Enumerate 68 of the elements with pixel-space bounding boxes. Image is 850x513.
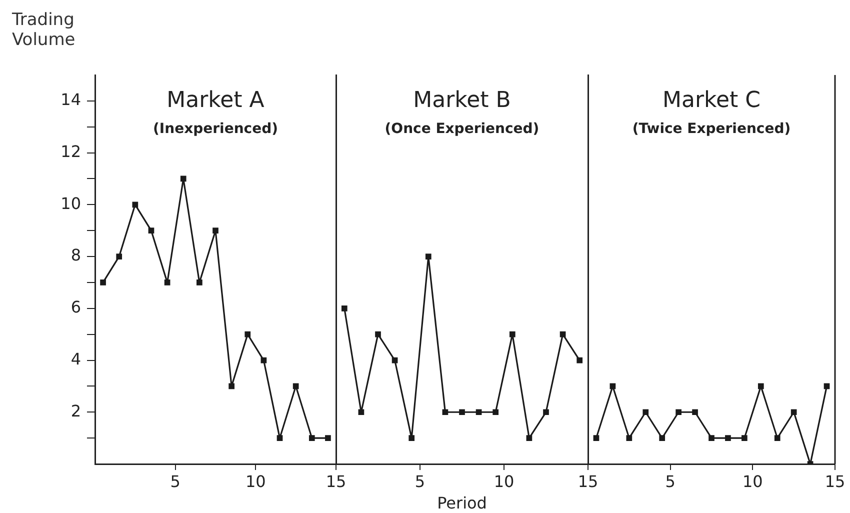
point (509, 331, 516, 338)
x-tick-label: 5 (414, 472, 426, 491)
text: (Twice Experienced) (632, 121, 791, 137)
point (476, 409, 482, 416)
x-tick-label: 15 (824, 472, 846, 491)
point (742, 435, 748, 441)
text: Market C (662, 88, 760, 113)
point (408, 435, 415, 441)
x-tick-label: 10 (494, 472, 514, 491)
point (790, 409, 797, 416)
point (708, 435, 714, 441)
point (196, 280, 202, 286)
point (180, 176, 186, 182)
point (492, 409, 499, 416)
point (725, 435, 731, 441)
point (164, 280, 170, 286)
point (358, 409, 364, 416)
point (116, 254, 122, 260)
point (341, 305, 348, 312)
text: Market A (166, 88, 264, 113)
y-tick-label: 6 (70, 298, 81, 317)
text: (Inexperienced) (153, 121, 278, 137)
point (610, 383, 616, 390)
point (442, 409, 448, 416)
point (308, 435, 315, 441)
point (276, 435, 283, 441)
point (543, 409, 549, 416)
text: Market B (413, 88, 511, 113)
point (774, 435, 780, 441)
point (593, 435, 600, 441)
x-tick-label: 10 (245, 472, 266, 491)
y-tick-label: 4 (70, 349, 81, 368)
point (824, 383, 830, 390)
x-tick-label: 15 (578, 472, 598, 491)
point (244, 331, 251, 338)
x-tick-label: 5 (170, 472, 180, 491)
point (228, 383, 234, 390)
x-tick-label: 15 (326, 472, 346, 491)
point (692, 409, 698, 416)
point (148, 228, 154, 234)
y-tick-label: 14 (60, 90, 81, 110)
point (325, 435, 331, 441)
point (526, 435, 532, 441)
point (560, 331, 566, 338)
y-tick-label: 10 (60, 194, 81, 213)
y-tick-label: 2 (70, 401, 81, 420)
point (459, 409, 465, 416)
point (642, 409, 649, 416)
point (659, 435, 666, 441)
y-axis-title: Trading Volume (12, 10, 76, 50)
point (212, 228, 218, 234)
x-axis-title: Period (437, 494, 487, 513)
point (260, 357, 267, 364)
y-tick-label: 12 (60, 142, 81, 161)
point (375, 331, 381, 338)
point (132, 202, 138, 208)
point (576, 357, 583, 364)
x-tick-label: 5 (665, 472, 676, 491)
point (626, 435, 632, 441)
point (392, 357, 398, 364)
point (425, 254, 432, 260)
point (100, 280, 106, 286)
x-tick-label: 10 (742, 472, 763, 491)
y-tick-label: 8 (70, 246, 81, 265)
text: (Once Experienced) (384, 121, 540, 137)
point (758, 383, 764, 390)
point (676, 409, 682, 416)
point (292, 383, 299, 390)
